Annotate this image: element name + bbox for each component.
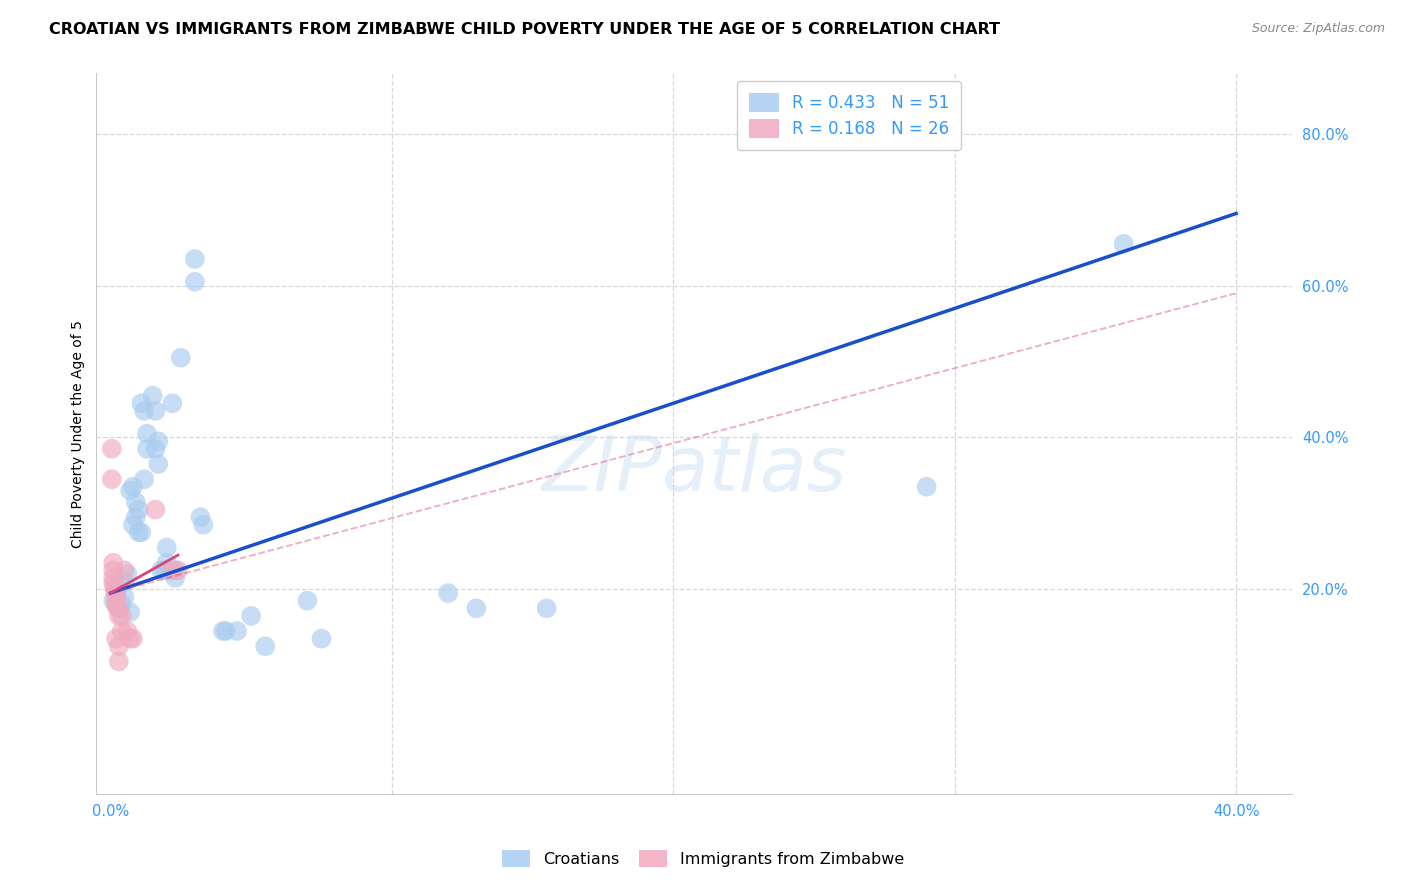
Point xyxy=(103,576,125,591)
Point xyxy=(114,590,136,604)
Text: CROATIAN VS IMMIGRANTS FROM ZIMBABWE CHILD POVERTY UNDER THE AGE OF 5 CORRELATIO: CROATIAN VS IMMIGRANTS FROM ZIMBABWE CHI… xyxy=(49,22,1000,37)
Point xyxy=(125,510,148,524)
Point xyxy=(122,632,145,646)
Point xyxy=(134,404,156,418)
Point xyxy=(103,593,125,607)
Point xyxy=(108,601,131,615)
Point xyxy=(148,457,170,471)
Point xyxy=(105,586,128,600)
Point xyxy=(915,480,938,494)
Point xyxy=(131,396,153,410)
Point xyxy=(122,480,145,494)
Point xyxy=(212,624,235,638)
Text: ZIPatlas: ZIPatlas xyxy=(541,433,846,507)
Point xyxy=(103,563,125,577)
Point xyxy=(215,624,238,638)
Point xyxy=(145,404,167,418)
Point xyxy=(156,563,179,577)
Point xyxy=(142,389,165,403)
Point xyxy=(156,556,179,570)
Point xyxy=(111,624,134,638)
Point xyxy=(122,517,145,532)
Point xyxy=(170,351,193,365)
Point xyxy=(108,639,131,653)
Point xyxy=(128,502,150,516)
Point xyxy=(128,525,150,540)
Y-axis label: Child Poverty Under the Age of 5: Child Poverty Under the Age of 5 xyxy=(72,319,86,548)
Point xyxy=(136,442,159,456)
Point xyxy=(125,495,148,509)
Point xyxy=(193,517,215,532)
Point xyxy=(167,563,190,577)
Point xyxy=(108,655,131,669)
Point xyxy=(162,396,184,410)
Point xyxy=(134,472,156,486)
Point xyxy=(311,632,333,646)
Legend: R = 0.433   N = 51, R = 0.168   N = 26: R = 0.433 N = 51, R = 0.168 N = 26 xyxy=(737,81,962,150)
Point xyxy=(120,632,142,646)
Point xyxy=(104,583,127,598)
Point xyxy=(465,601,488,615)
Point xyxy=(162,563,184,577)
Point xyxy=(120,605,142,619)
Point xyxy=(108,608,131,623)
Point xyxy=(131,525,153,540)
Point xyxy=(101,442,124,456)
Point xyxy=(190,510,212,524)
Point xyxy=(297,593,319,607)
Point xyxy=(150,563,173,577)
Legend: Croatians, Immigrants from Zimbabwe: Croatians, Immigrants from Zimbabwe xyxy=(495,843,911,873)
Point xyxy=(103,556,125,570)
Point xyxy=(114,563,136,577)
Point xyxy=(536,601,558,615)
Point xyxy=(226,624,249,638)
Text: Source: ZipAtlas.com: Source: ZipAtlas.com xyxy=(1251,22,1385,36)
Point xyxy=(1112,236,1135,251)
Point xyxy=(136,426,159,441)
Point xyxy=(153,563,176,577)
Point xyxy=(105,586,128,600)
Point xyxy=(148,434,170,449)
Point xyxy=(145,502,167,516)
Point xyxy=(101,472,124,486)
Point xyxy=(105,596,128,610)
Point xyxy=(240,608,263,623)
Point xyxy=(105,591,128,606)
Point xyxy=(156,541,179,555)
Point xyxy=(108,601,131,615)
Point xyxy=(104,578,127,592)
Point xyxy=(111,598,134,612)
Point xyxy=(165,571,187,585)
Point xyxy=(103,571,125,585)
Point xyxy=(117,624,139,638)
Point xyxy=(165,563,187,577)
Point xyxy=(184,252,207,266)
Point xyxy=(120,483,142,498)
Point xyxy=(437,586,460,600)
Point xyxy=(111,608,134,623)
Point xyxy=(117,567,139,582)
Point xyxy=(105,599,128,613)
Point xyxy=(105,632,128,646)
Point xyxy=(254,639,277,653)
Point xyxy=(184,275,207,289)
Point xyxy=(145,442,167,456)
Point xyxy=(114,574,136,589)
